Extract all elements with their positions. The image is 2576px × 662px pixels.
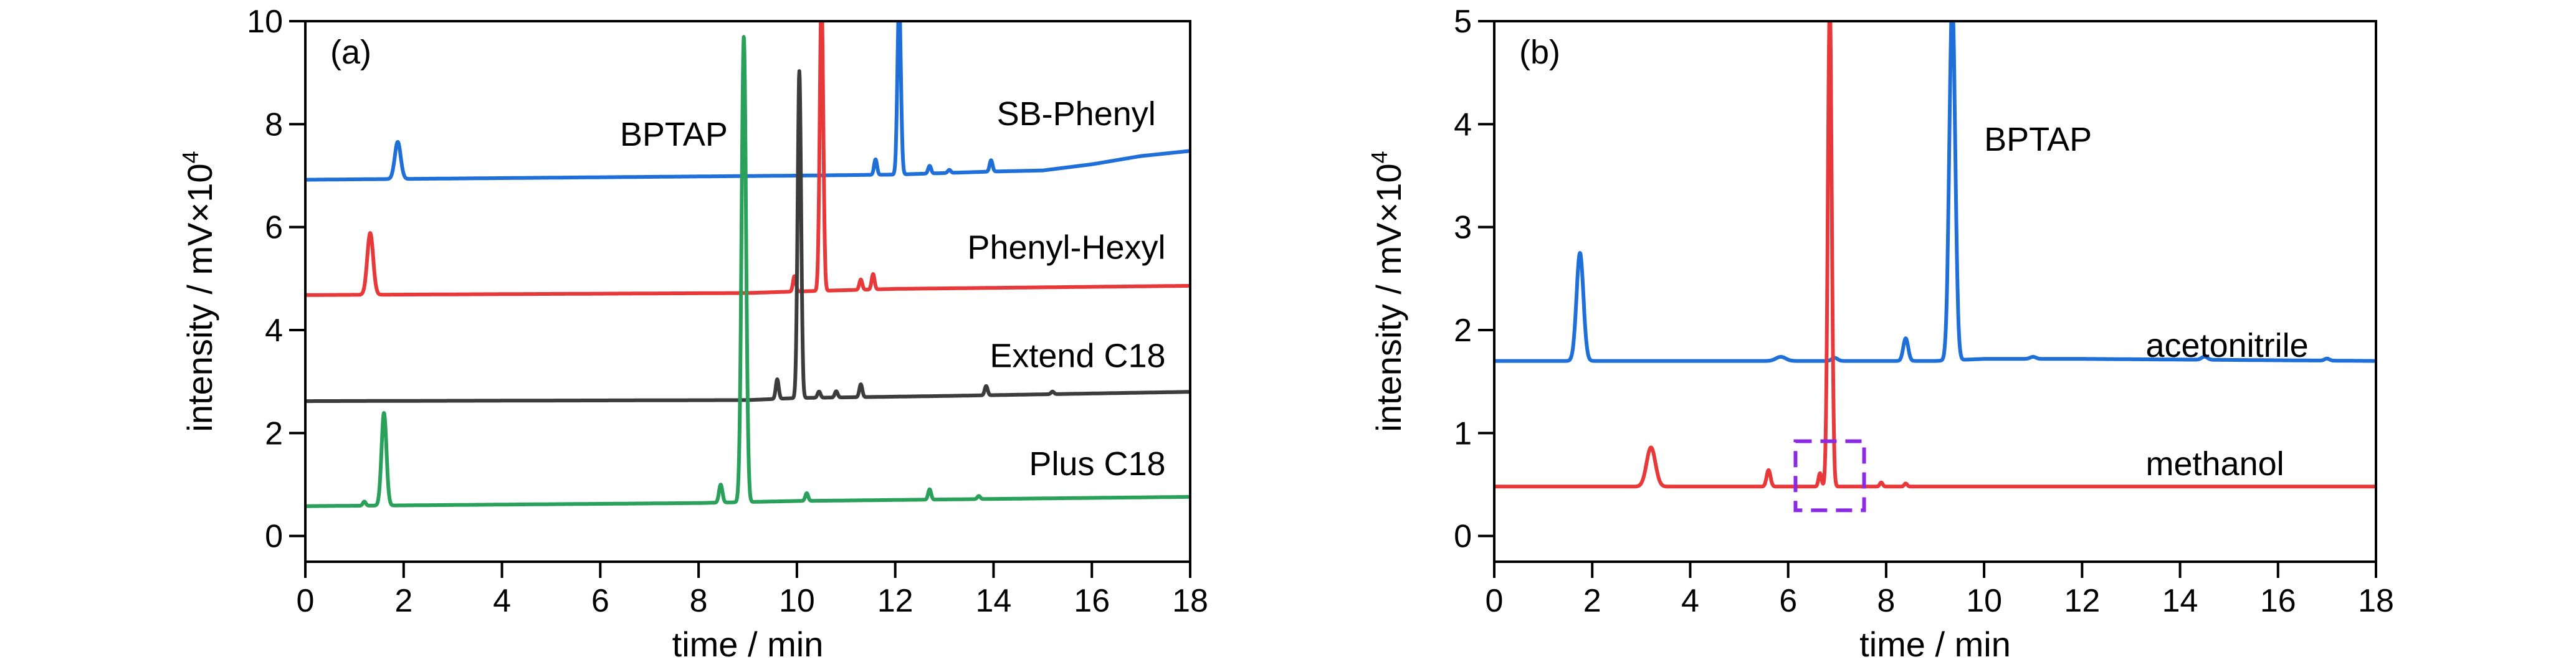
panel-a-annotation: Phenyl-Hexyl [967, 229, 1165, 267]
panel-a-trace-4 [305, 35, 1190, 508]
panel-a-x-axis-title: time / min [672, 625, 824, 662]
panel-b-traces [1494, 21, 2376, 489]
panel-a-label: (a) [330, 34, 371, 71]
panel-b-x-tick-label: 16 [2260, 583, 2296, 619]
panel-b-x-tick-label: 14 [2162, 583, 2198, 619]
panel-b-x-axis-title: time / min [1859, 625, 2011, 662]
panel-a-y-tick-label: 4 [265, 313, 283, 349]
panel-a-x-tick-label: 18 [1172, 583, 1208, 619]
panel-a-x-tick-label: 16 [1074, 583, 1110, 619]
panel-a: 0 2 4 6 8 10 12 14 16 18 0 2 4 6 8 10 BPTAP SB-Phenyl Phe… [178, 4, 1208, 662]
panel-a-y-tick-label: 0 [265, 519, 283, 555]
panel-b-x-tick-label: 8 [1877, 583, 1895, 619]
panel-b-annotation: BPTAP [1984, 121, 2092, 158]
panel-b-y-tick-label: 5 [1454, 4, 1472, 40]
panel-b-trace-2 [1494, 21, 2376, 489]
panel-a-annotations: BPTAP SB-Phenyl Phenyl-Hexyl Extend C18 Plus… [620, 95, 1166, 483]
panel-b-annotation: methanol [2146, 445, 2284, 483]
panel-b-x-tick-label: 4 [1681, 583, 1699, 619]
panel-b-x-tick-label: 18 [2358, 583, 2394, 619]
panel-a-y-axis-title: intensity / mV×104 [178, 151, 219, 432]
panel-a-y-tick-label: 2 [265, 415, 283, 452]
panel-a-y-tick-label: 6 [265, 210, 283, 246]
panel-b-y-tick-label: 3 [1454, 210, 1472, 246]
panel-a-x-tick-label: 10 [779, 583, 815, 619]
panel-a-x-tick-label: 0 [297, 583, 315, 619]
panel-b-annotations: BPTAP acetonitrile methanol [1984, 121, 2309, 483]
panel-a-traces [305, 21, 1190, 508]
panel-b-x-tick-label: 12 [2064, 583, 2100, 619]
panel-b-y-tick-label: 4 [1454, 106, 1472, 143]
panel-a-annotation: BPTAP [620, 116, 728, 153]
panel-a-x-tick-label: 4 [493, 583, 511, 619]
panel-b-x-tick-label: 0 [1486, 583, 1504, 619]
panel-a-plot-frame [304, 20, 1191, 563]
panel-b-x-tick-label: 6 [1779, 583, 1797, 619]
panel-b-y-tick-label: 2 [1454, 313, 1472, 349]
panel-a-y-tick-label: 10 [247, 4, 283, 40]
panel-a-x-tick-label: 14 [976, 583, 1012, 619]
panel-b-x-tick-label: 10 [1966, 583, 2002, 619]
panel-b-plot-frame [1493, 20, 2377, 563]
panel-a-annotation: SB-Phenyl [997, 95, 1156, 133]
panel-a-x-tick-label: 6 [591, 583, 609, 619]
panel-b-annotation: acetonitrile [2146, 327, 2309, 364]
panel-b-y-tick-label: 0 [1454, 519, 1472, 555]
panel-a-trace-1 [305, 21, 1190, 182]
panel-b-y-tick-label: 1 [1454, 415, 1472, 452]
panel-b-x-tick-label: 2 [1583, 583, 1601, 619]
panel-a-x-tick-label: 2 [394, 583, 413, 619]
panel-a-y-tick-label: 8 [265, 106, 283, 143]
panel-a-x-tick-label: 12 [877, 583, 914, 619]
panel-a-annotation: Plus C18 [1029, 445, 1165, 483]
panel-b-label: (b) [1519, 34, 1560, 71]
panel-b-trace-1 [1494, 21, 2376, 363]
panel-a-annotation: Extend C18 [990, 337, 1165, 374]
panel-a-ticks: 0 2 4 6 8 10 12 14 16 18 0 2 4 6 8 10 [247, 4, 1208, 619]
panel-a-x-tick-label: 8 [690, 583, 708, 619]
panel-b-highlight-box [1793, 439, 1866, 513]
panel-b-y-axis-title: intensity / mV×104 [1367, 151, 1408, 432]
